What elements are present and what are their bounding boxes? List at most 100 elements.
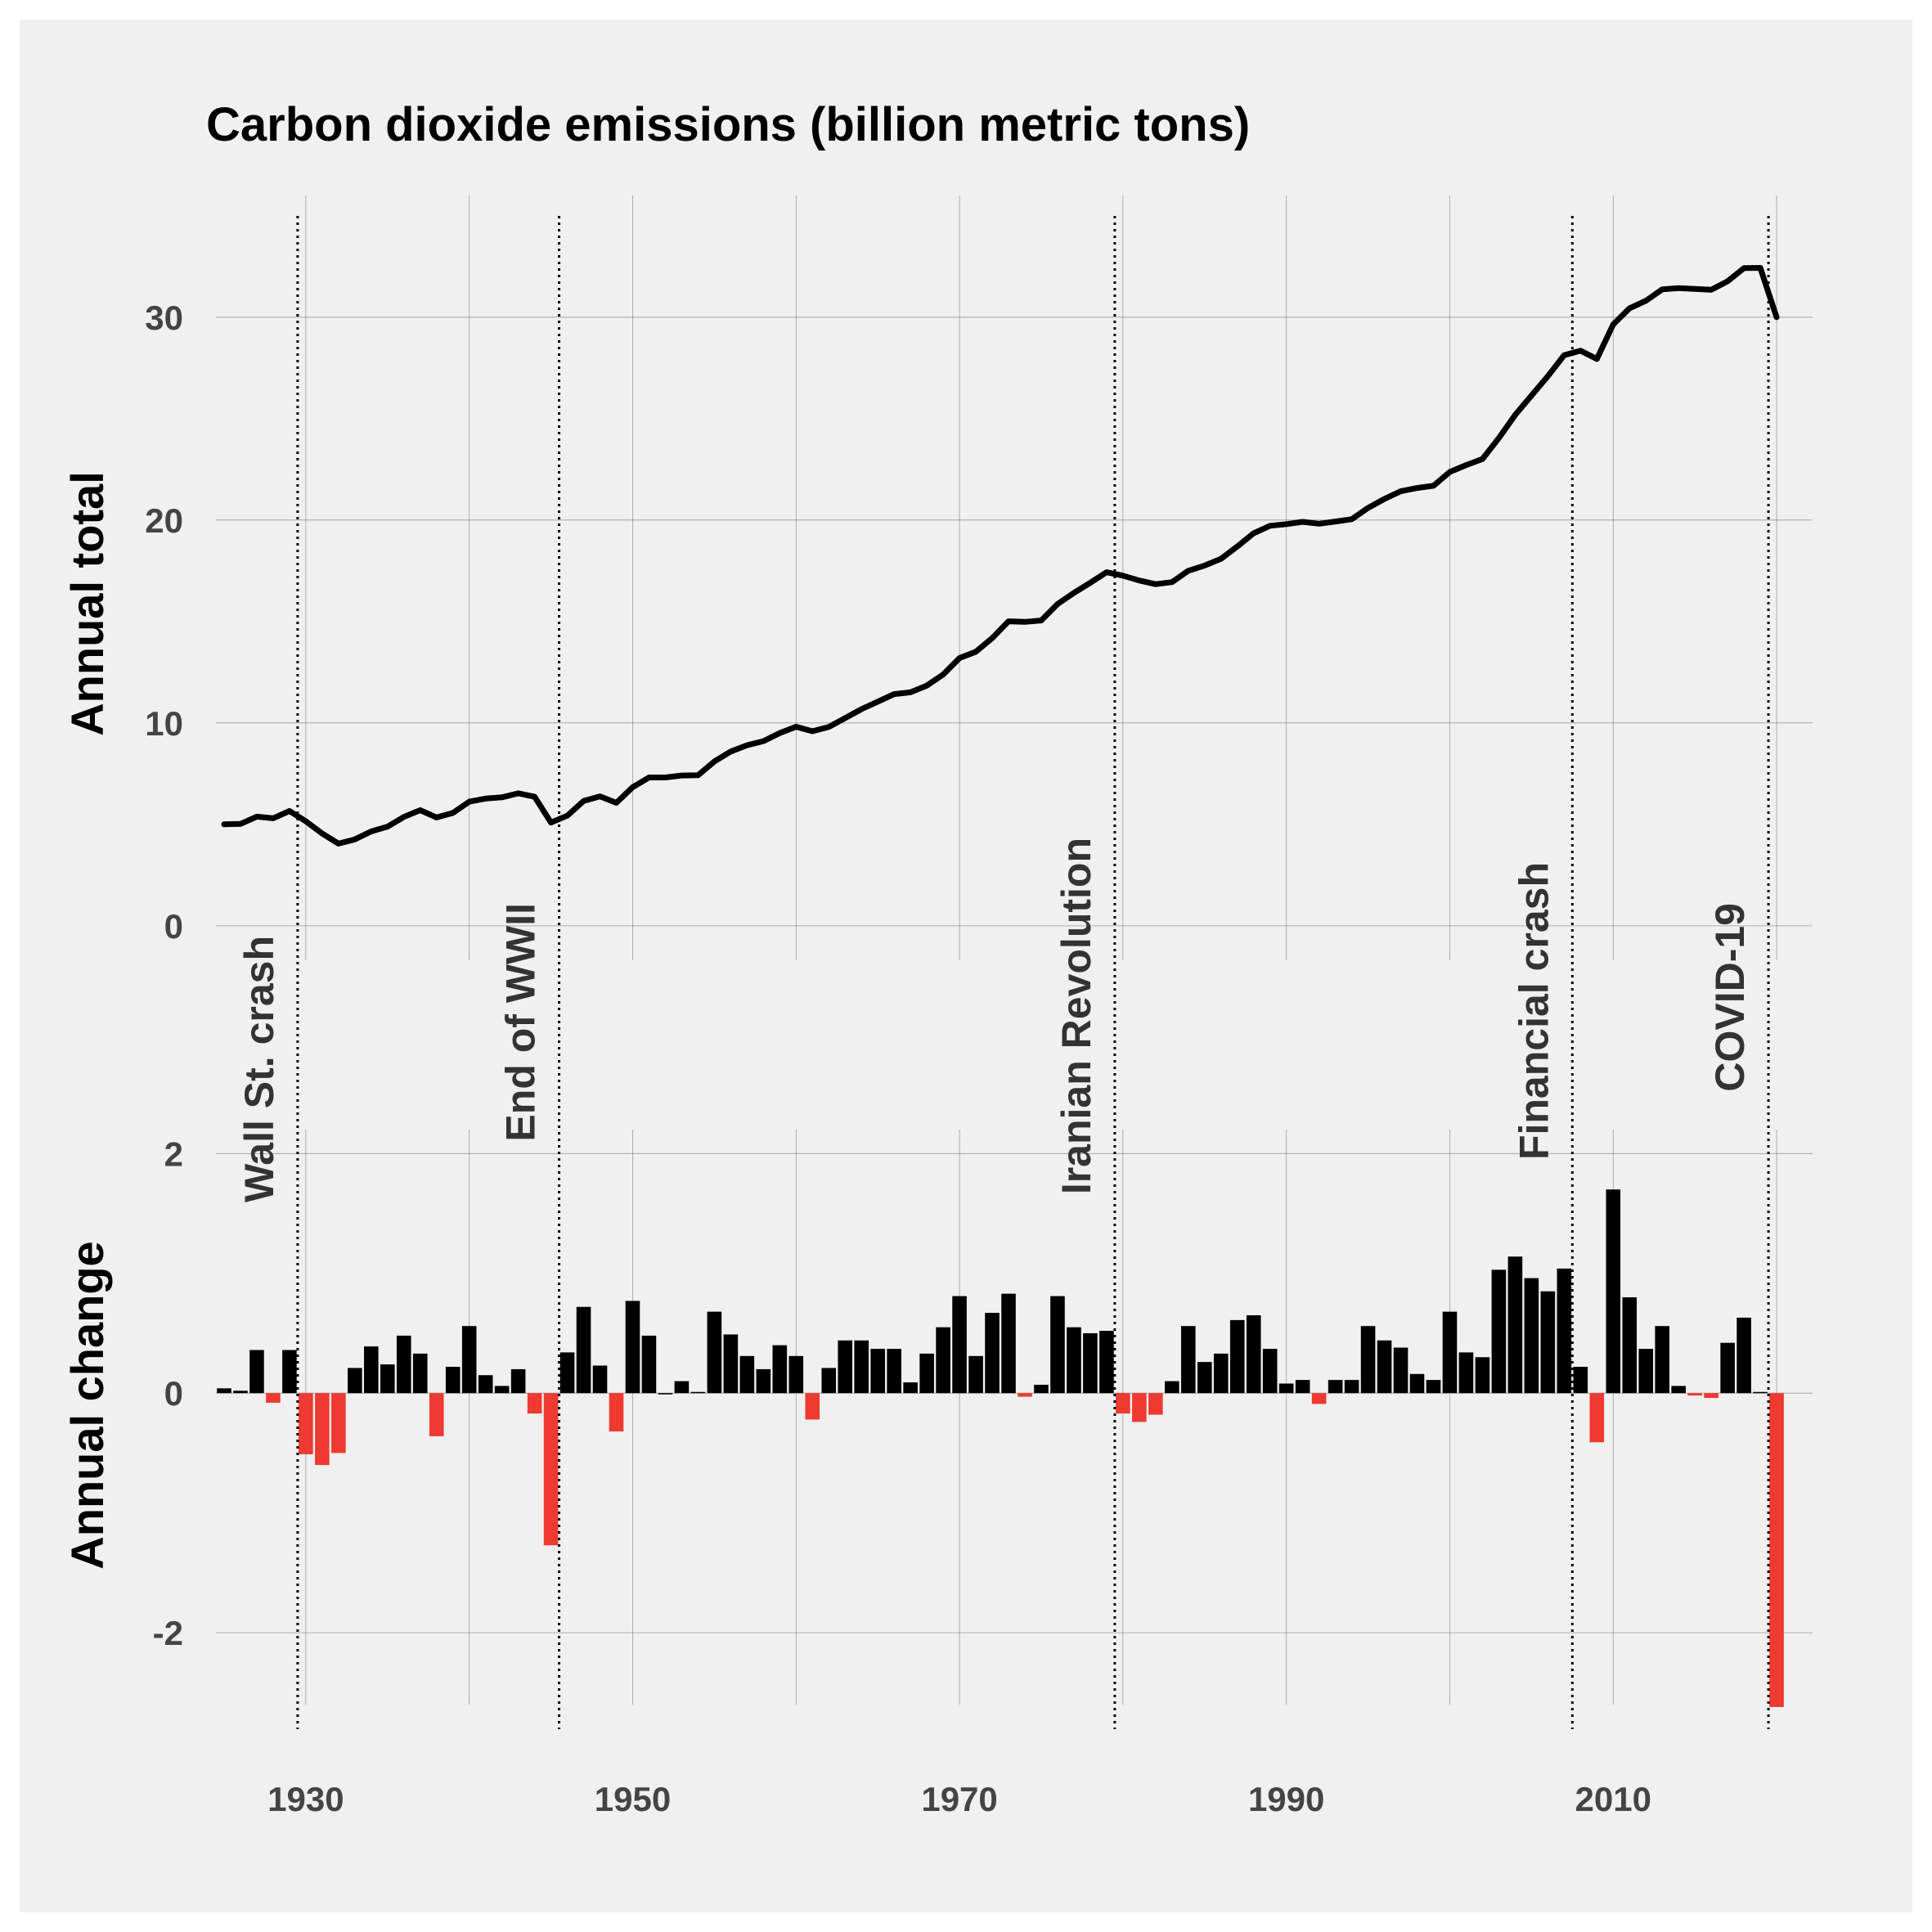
change-bar-1942 xyxy=(494,1386,510,1394)
change-bar-1990 xyxy=(1278,1383,1294,1394)
change-bar-1983 xyxy=(1165,1381,1179,1394)
change-bar-2007 xyxy=(1557,1268,1572,1394)
change-bar-1985 xyxy=(1197,1362,1212,1394)
emissions-chart: Carbon dioxide emissions (billion metric… xyxy=(61,98,1813,1818)
change-bar-2017 xyxy=(1720,1342,1735,1394)
y-tick-label-change: -2 xyxy=(153,1614,183,1652)
x-tick-label: 1970 xyxy=(921,1780,997,1818)
change-bar-1999 xyxy=(1426,1380,1441,1394)
change-bar-2016 xyxy=(1704,1393,1719,1399)
y-tick-label-total: 30 xyxy=(145,299,183,337)
change-bar-1991 xyxy=(1295,1380,1310,1394)
change-bar-1978 xyxy=(1083,1332,1098,1394)
y-tick-label-total: 20 xyxy=(145,501,183,540)
change-bar-2005 xyxy=(1524,1278,1539,1394)
y-tick-label-total: 0 xyxy=(164,907,183,946)
change-bar-1935 xyxy=(380,1364,395,1394)
change-bar-1934 xyxy=(364,1346,379,1394)
change-bar-1950 xyxy=(625,1301,640,1394)
change-bar-2018 xyxy=(1737,1317,1751,1394)
event-label-2: Iranian Revolution xyxy=(1054,838,1099,1194)
change-bar-1925 xyxy=(217,1388,231,1394)
change-bar-2008 xyxy=(1573,1366,1588,1394)
change-bar-1986 xyxy=(1213,1353,1229,1394)
change-bar-2020 xyxy=(1769,1393,1784,1707)
change-bar-1939 xyxy=(445,1366,461,1394)
change-bar-2014 xyxy=(1671,1386,1686,1394)
change-bar-1994 xyxy=(1344,1380,1359,1394)
change-bar-1933 xyxy=(348,1368,362,1394)
change-bar-1956 xyxy=(723,1334,739,1394)
change-bar-1932 xyxy=(331,1393,346,1453)
change-bar-1968 xyxy=(919,1353,934,1394)
change-bar-1980 xyxy=(1116,1393,1130,1414)
grid-lines xyxy=(216,195,1813,1705)
change-bar-1960 xyxy=(789,1355,804,1394)
change-bar-1969 xyxy=(936,1327,950,1394)
change-bar-1971 xyxy=(968,1355,983,1394)
axis-ticks: 0 10 20 30 -2 0 2 1930 1950 1970 1990 2010 xyxy=(145,299,1651,1818)
change-bar-2011 xyxy=(1622,1297,1638,1394)
x-tick-label: 1930 xyxy=(267,1780,344,1818)
change-bar-1982 xyxy=(1148,1393,1163,1415)
change-bar-1958 xyxy=(756,1368,771,1394)
change-bar-1940 xyxy=(461,1326,477,1394)
event-label-4: COVID-19 xyxy=(1707,903,1753,1092)
chart-panel: Carbon dioxide emissions (billion metric… xyxy=(20,20,1912,1912)
change-bar-1981 xyxy=(1132,1393,1147,1422)
change-bar-1967 xyxy=(903,1382,918,1394)
change-bar-1993 xyxy=(1328,1380,1343,1394)
change-bar-1965 xyxy=(870,1349,885,1394)
change-bar-1992 xyxy=(1311,1393,1327,1404)
change-bar-2015 xyxy=(1687,1393,1702,1396)
change-bar-1957 xyxy=(739,1355,755,1394)
change-bar-1954 xyxy=(690,1391,706,1394)
change-bar-2003 xyxy=(1491,1269,1507,1394)
y-axis-label-total: Annual total xyxy=(61,471,113,736)
change-bar-1948 xyxy=(592,1365,608,1394)
change-bar-1931 xyxy=(315,1393,330,1466)
change-bar-1970 xyxy=(952,1296,967,1394)
change-bar-2000 xyxy=(1442,1311,1458,1394)
change-bar-1926 xyxy=(233,1391,248,1394)
event-markers: Wall St. crash End of WWII Iranian Revolut… xyxy=(236,216,1770,1729)
annual-total-line xyxy=(221,265,1780,847)
y-tick-label-total: 10 xyxy=(145,704,183,743)
change-bar-1943 xyxy=(510,1368,526,1394)
annual-total-line-group xyxy=(221,265,1780,847)
change-bar-1959 xyxy=(772,1345,788,1394)
change-bar-1975 xyxy=(1034,1384,1049,1394)
change-bar-1989 xyxy=(1262,1349,1278,1394)
change-bar-1984 xyxy=(1180,1326,1196,1394)
change-bar-1944 xyxy=(527,1393,542,1414)
change-bar-1947 xyxy=(576,1306,591,1394)
change-bar-1964 xyxy=(854,1340,869,1394)
x-tick-label: 1950 xyxy=(595,1780,671,1818)
change-bar-1952 xyxy=(658,1393,673,1395)
change-bar-1976 xyxy=(1050,1296,1065,1394)
change-bar-1941 xyxy=(478,1375,493,1394)
change-bar-2004 xyxy=(1507,1256,1523,1394)
chart-title: Carbon dioxide emissions (billion metric… xyxy=(206,98,1250,151)
change-bar-2013 xyxy=(1655,1326,1669,1394)
change-bar-2012 xyxy=(1638,1349,1653,1394)
y-tick-label-change: 0 xyxy=(164,1374,183,1413)
change-bar-1936 xyxy=(396,1335,411,1394)
change-bar-1973 xyxy=(1001,1293,1016,1394)
change-bar-1930 xyxy=(299,1393,313,1454)
change-bar-2010 xyxy=(1606,1189,1621,1394)
change-bar-1945 xyxy=(543,1393,559,1546)
change-bar-1997 xyxy=(1393,1347,1409,1394)
y-tick-label-change: 2 xyxy=(164,1134,183,1173)
change-bar-1963 xyxy=(838,1340,853,1394)
change-bar-1966 xyxy=(887,1349,901,1394)
change-bar-1979 xyxy=(1099,1331,1114,1394)
change-bar-1949 xyxy=(609,1393,624,1432)
change-bar-1929 xyxy=(282,1350,297,1394)
change-bar-1928 xyxy=(266,1393,281,1403)
change-bar-2001 xyxy=(1458,1352,1474,1394)
change-bar-1977 xyxy=(1067,1327,1081,1394)
change-bar-1946 xyxy=(559,1352,575,1394)
change-bar-1951 xyxy=(641,1335,657,1394)
change-bar-1961 xyxy=(805,1393,820,1420)
